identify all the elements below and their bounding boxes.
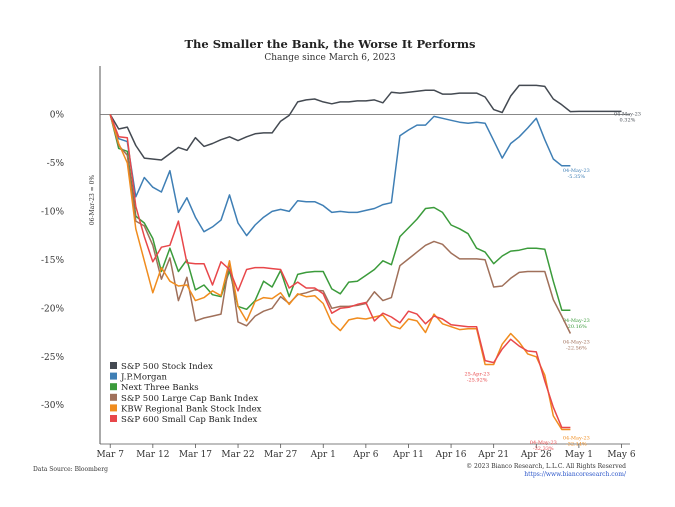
x-tick-label: Apr 16	[435, 450, 467, 460]
copyright: © 2023 Bianco Research, L.L.C. All Right…	[466, 463, 626, 470]
series-line	[109, 114, 571, 429]
x-tick-label: Apr 11	[392, 450, 424, 460]
series-line	[109, 84, 622, 161]
legend-item: S&P 600 Small Cap Bank Index	[121, 415, 257, 425]
y-tick-label: -20%	[41, 304, 64, 314]
y-tick-label: -25%	[41, 353, 64, 363]
series-layer: 04-May-230.32%04-May-23-5.35%04-May-23-2…	[109, 84, 641, 447]
series-end-label: -5.35%	[568, 174, 586, 180]
x-tick-label: Mar 22	[221, 450, 254, 460]
x-tick-label: Mar 12	[136, 450, 169, 460]
chart-title: The Smaller the Bank, the Worse It Perfo…	[184, 37, 475, 51]
legend-swatch	[110, 415, 117, 422]
website-link[interactable]: https://www.biancoresearch.com/	[524, 471, 627, 478]
legend-swatch	[110, 362, 117, 369]
legend-item: S&P 500 Large Cap Bank Index	[121, 394, 258, 404]
series-end-label: 04-May-23	[563, 318, 590, 324]
y-axis: 0% -5% -10% -15% -20% -25% -30%	[41, 110, 630, 411]
legend-swatch	[110, 393, 117, 401]
series-end-label: 0.32%	[620, 117, 636, 123]
y-tick-label: -10%	[41, 207, 64, 217]
x-tick-label: Apr 26	[520, 450, 552, 460]
x-tick-label: Apr 1	[310, 450, 336, 460]
legend-item: Next Three Banks	[121, 383, 199, 393]
y-tick-label: -15%	[41, 256, 64, 266]
legend-item: KBW Regional Bank Stock Index	[121, 404, 262, 414]
annotation-label: 04-May-23	[530, 440, 557, 446]
annotation-label: -32.33%	[533, 446, 554, 452]
data-source: Data Source: Bloomberg	[33, 466, 108, 473]
x-tick-label: Mar 17	[179, 450, 212, 460]
x-tick-label: Mar 27	[264, 450, 297, 460]
x-tick-label: May 6	[607, 450, 636, 460]
legend-swatch	[110, 404, 117, 412]
annotation-layer: 25-Apr-23-25.92% 04-May-23-32.33%	[464, 372, 556, 452]
series-end-label: 04-May-23	[614, 111, 641, 117]
series-end-label: -22.56%	[566, 346, 587, 352]
legend-item: J.P.Morgan	[120, 373, 168, 383]
legend-swatch	[110, 383, 117, 391]
series-end-label: 04-May-23	[563, 435, 590, 441]
legend-swatch	[110, 372, 117, 380]
legend-item: S&P 500 Stock Index	[121, 362, 213, 372]
series-line	[109, 114, 571, 431]
x-axis: Mar 7 Mar 12 Mar 17 Mar 22 Mar 27 Apr 1 Apr 6 A…	[96, 444, 636, 460]
x-tick-label: Mar 7	[96, 450, 124, 460]
annotation-label: -25.92%	[467, 378, 488, 384]
series-end-label: 04-May-23	[563, 340, 590, 346]
y-tick-label: 0%	[50, 110, 65, 120]
baseline-label: 06-Mar-23 = 0%	[89, 175, 96, 226]
series-end-label: -20.16%	[566, 324, 587, 330]
series-end-label: 04-May-23	[563, 168, 590, 174]
annotation-label: 25-Apr-23	[464, 372, 489, 378]
series-line	[109, 114, 571, 237]
x-tick-label: Apr 6	[352, 450, 378, 460]
x-tick-label: May 1	[565, 450, 593, 460]
y-tick-label: -5%	[47, 159, 65, 169]
chart-subtitle: Change since March 6, 2023	[264, 53, 396, 63]
x-tick-label: Apr 21	[477, 450, 509, 460]
series-line	[109, 114, 572, 334]
series-end-label: -32.14%	[566, 441, 587, 447]
y-tick-label: -30%	[41, 401, 64, 411]
